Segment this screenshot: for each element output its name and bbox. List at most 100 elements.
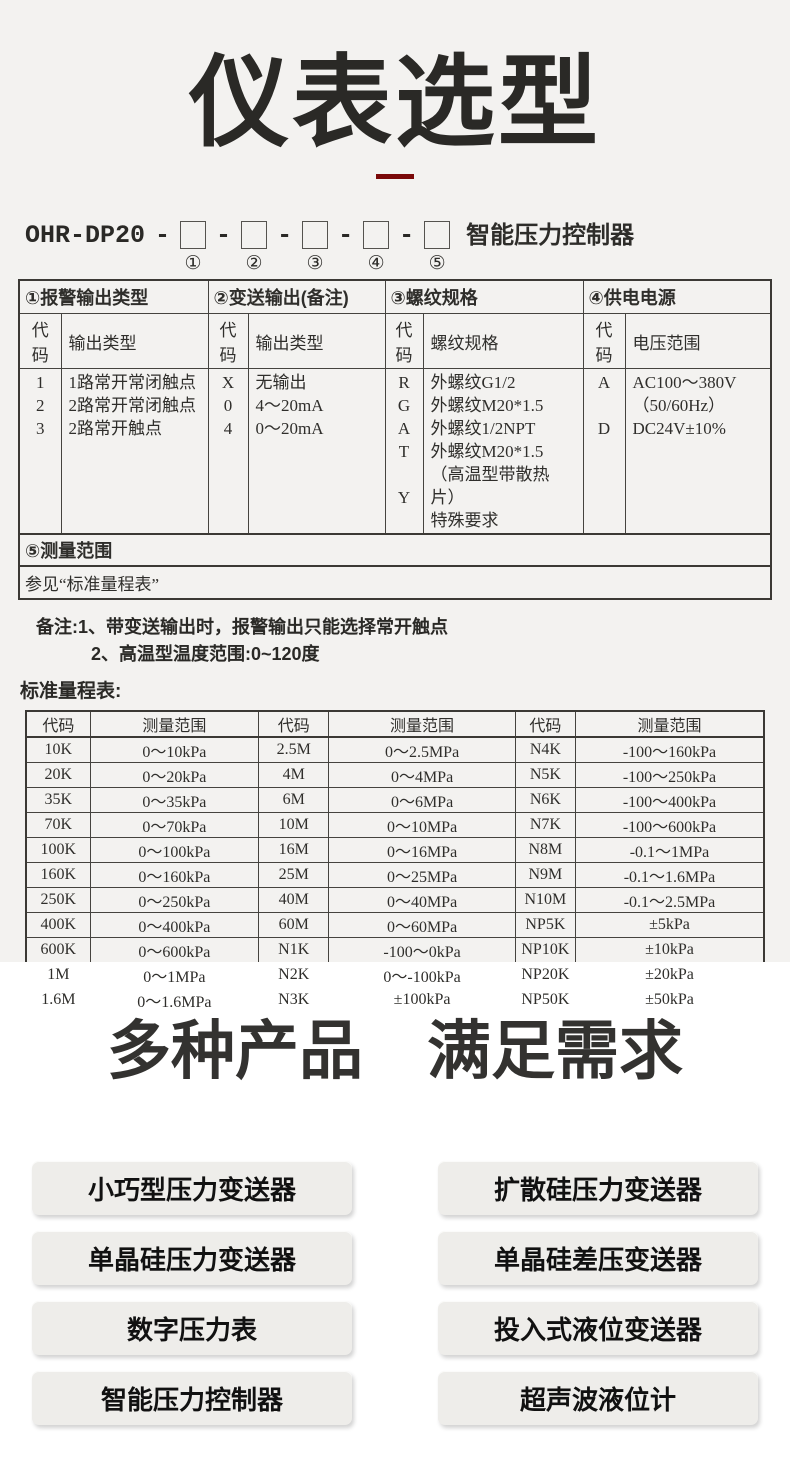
product-button-compact-pressure-transmitter[interactable]: 小巧型压力变送器 bbox=[32, 1161, 352, 1216]
product-button-digital-pressure-gauge[interactable]: 数字压力表 bbox=[32, 1301, 352, 1356]
range-value: -100～250kPa bbox=[574, 762, 765, 788]
table-row: 160K 0～160kPa 25M 0～25MPa N9M -0.1～1.6MP… bbox=[25, 862, 765, 888]
column-header-thread-spec: 螺纹规格 bbox=[422, 313, 584, 369]
products-heading: 多种产品 满足需求 bbox=[107, 1015, 683, 1087]
range-code: 40M bbox=[258, 887, 330, 913]
column-header-output-type: 输出类型 bbox=[247, 313, 386, 369]
range-code: N6K bbox=[514, 787, 576, 813]
range-code: 250K bbox=[25, 887, 91, 913]
range-code: 4M bbox=[258, 762, 330, 788]
model-suffix-label: 智能压力控制器 bbox=[466, 222, 635, 249]
model-slot-number: ① bbox=[184, 253, 202, 274]
measure-range-header-row: ⑤测量范围 bbox=[18, 533, 772, 567]
thread-spec-codes: R G A T Y bbox=[384, 368, 424, 535]
range-code: 60M bbox=[258, 912, 330, 938]
range-code: NP10K bbox=[514, 937, 576, 963]
transmit-output-values: 无输出 4～20mA 0～20mA bbox=[247, 368, 386, 535]
table-row: 100K 0～100kPa 16M 0～16MPa N8M -0.1～1MPa bbox=[25, 837, 765, 863]
product-button-monocrystalline-silicon-pressure-transmitter[interactable]: 单晶硅压力变送器 bbox=[32, 1231, 352, 1286]
column-header-code: 代码 bbox=[18, 313, 62, 369]
remarks: 备注:1、带变送输出时，报警输出只能选择常开触点 2、高温型温度范围:0~120… bbox=[36, 614, 790, 668]
model-prefix: OHR-DP20 bbox=[25, 221, 146, 250]
model-separator: - bbox=[399, 221, 415, 250]
range-value: 0～40MPa bbox=[328, 887, 516, 913]
table-row: 600K 0～600kPa N1K -100～0kPa NP10K ±10kPa bbox=[25, 937, 765, 963]
range-code: 10M bbox=[258, 812, 330, 838]
model-slot-box bbox=[241, 221, 268, 249]
section-header-alarm-output: ①报警输出类型 bbox=[18, 279, 209, 314]
product-button-ultrasonic-level-meter[interactable]: 超声波液位计 bbox=[438, 1371, 758, 1426]
product-button-submersible-level-transmitter[interactable]: 投入式液位变送器 bbox=[438, 1301, 758, 1356]
range-value: 0～16MPa bbox=[328, 837, 516, 863]
model-slot-box bbox=[302, 221, 329, 249]
model-separator: - bbox=[338, 221, 354, 250]
range-code: 6M bbox=[258, 787, 330, 813]
range-value: 0～20kPa bbox=[89, 762, 260, 788]
selection-section-header-row: ①报警输出类型 ②变送输出(备注) ③螺纹规格 ④供电电源 bbox=[18, 279, 772, 314]
model-code-line: OHR-DP20 - ① - ② - ③ - ④ - ⑤ 智能压力控制器 bbox=[0, 221, 790, 273]
power-supply-codes: A D bbox=[582, 368, 626, 535]
model-slot-2: ② bbox=[241, 221, 268, 274]
column-header-range: 测量范围 bbox=[89, 710, 260, 738]
range-code: N9M bbox=[514, 862, 576, 888]
product-button-grid: 小巧型压力变送器 扩散硅压力变送器 单晶硅压力变送器 单晶硅差压变送器 数字压力… bbox=[32, 1161, 758, 1426]
model-slot-number: ② bbox=[245, 253, 263, 274]
model-slot-box bbox=[180, 221, 207, 249]
model-slot-1: ① bbox=[180, 221, 207, 274]
model-slot-number: ⑤ bbox=[428, 253, 446, 274]
range-code: N7K bbox=[514, 812, 576, 838]
column-header-range: 测量范围 bbox=[574, 710, 765, 738]
standard-range-table-label: 标准量程表: bbox=[20, 681, 122, 702]
section-header-thread-spec: ③螺纹规格 bbox=[384, 279, 584, 314]
column-header-code: 代码 bbox=[25, 710, 91, 738]
table-row: 20K 0～20kPa 4M 0～4MPa N5K -100～250kPa bbox=[25, 762, 765, 788]
spec-sheet-section: 仪表选型 OHR-DP20 - ① - ② - ③ - ④ - ⑤ 智能压力控制… bbox=[0, 0, 790, 1014]
product-button-monocrystalline-silicon-dp-transmitter[interactable]: 单晶硅差压变送器 bbox=[438, 1231, 758, 1286]
range-value: -100～0kPa bbox=[328, 937, 516, 963]
standard-table-header-row: 代码 测量范围 代码 测量范围 代码 测量范围 bbox=[25, 710, 765, 738]
model-separator: - bbox=[216, 221, 232, 250]
range-value: 0～35kPa bbox=[89, 787, 260, 813]
range-code: 25M bbox=[258, 862, 330, 888]
model-slot-4: ④ bbox=[363, 221, 390, 273]
model-slot-box bbox=[363, 221, 390, 249]
column-header-voltage-range: 电压范围 bbox=[624, 313, 772, 369]
section-header-measure-range: ⑤测量范围 bbox=[18, 533, 772, 567]
range-code: NP5K bbox=[514, 912, 576, 938]
range-value: ±10kPa bbox=[574, 937, 765, 963]
range-code: 20K bbox=[25, 762, 91, 788]
range-value: 0～2.5MPa bbox=[328, 736, 516, 763]
range-value: 0～10kPa bbox=[89, 736, 260, 763]
column-header-range: 测量范围 bbox=[328, 710, 516, 738]
range-code: 70K bbox=[25, 812, 91, 838]
table-row: 10K 0～10kPa 2.5M 0～2.5MPa N4K -100～160kP… bbox=[25, 736, 765, 763]
range-code: 100K bbox=[25, 837, 91, 863]
range-code: NP20K bbox=[514, 962, 576, 988]
model-separator: - bbox=[277, 221, 293, 250]
range-value: -100～600kPa bbox=[574, 812, 765, 838]
section-header-transmit-output: ②变送输出(备注) bbox=[207, 279, 386, 314]
range-value: 0～160kPa bbox=[89, 862, 260, 888]
column-header-code: 代码 bbox=[582, 313, 626, 369]
alarm-output-codes: 1 2 3 bbox=[18, 368, 62, 535]
range-value: 0～4MPa bbox=[328, 762, 516, 788]
column-header-code: 代码 bbox=[514, 710, 576, 738]
range-code: 10K bbox=[25, 736, 91, 763]
selection-subheader-row: 代码 输出类型 代码 输出类型 代码 螺纹规格 代码 电压范围 bbox=[18, 313, 772, 369]
column-header-code: 代码 bbox=[258, 710, 330, 738]
product-button-diffused-silicon-pressure-transmitter[interactable]: 扩散硅压力变送器 bbox=[438, 1161, 758, 1216]
table-row: 400K 0～400kPa 60M 0～60MPa NP5K ±5kPa bbox=[25, 912, 765, 938]
title-accent-dash bbox=[376, 174, 414, 179]
range-code: N10M bbox=[514, 887, 576, 913]
power-supply-values: AC100～380V （50/60Hz） DC24V±10% bbox=[624, 368, 772, 535]
range-value: 0～6MPa bbox=[328, 787, 516, 813]
range-code: 35K bbox=[25, 787, 91, 813]
product-button-smart-pressure-controller[interactable]: 智能压力控制器 bbox=[32, 1371, 352, 1426]
model-slot-box bbox=[424, 221, 451, 249]
table-row: 70K 0～70kPa 10M 0～10MPa N7K -100～600kPa bbox=[25, 812, 765, 838]
range-code: N4K bbox=[514, 736, 576, 763]
remark-line-2: 2、高温型温度范围:0~120度 bbox=[91, 644, 320, 664]
section-header-power-supply: ④供电电源 bbox=[582, 279, 772, 314]
selection-body-row: 1 2 3 1路常开常闭触点 2路常开常闭触点 2路常开触点 X 0 4 无输出… bbox=[18, 368, 772, 535]
transmit-output-codes: X 0 4 bbox=[207, 368, 249, 535]
